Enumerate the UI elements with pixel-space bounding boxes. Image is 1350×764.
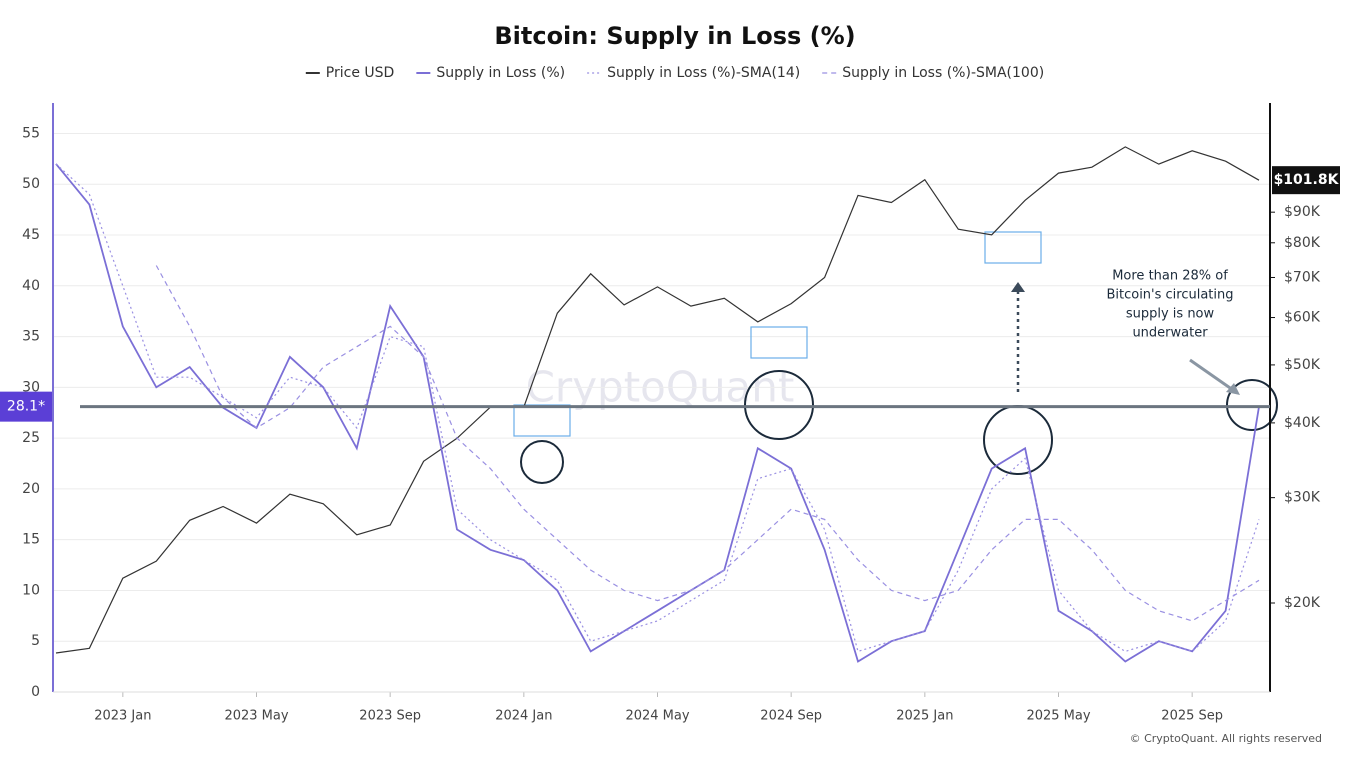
x-tick-label: 2025 May <box>1026 709 1090 724</box>
y-tick-label: 25 <box>22 430 40 446</box>
highlight-box <box>513 404 571 437</box>
y2-tick-label: $30K <box>1284 490 1321 506</box>
highlight-circle <box>1226 379 1278 431</box>
y2-tick-label: $80K <box>1284 235 1321 251</box>
series-line <box>55 146 1260 654</box>
highlight-circle <box>744 370 814 440</box>
series-line <box>55 163 1260 653</box>
x-tick-label: 2023 Jan <box>94 709 151 724</box>
reference-tag <box>0 391 52 422</box>
y-tick-label: 0 <box>31 684 40 700</box>
y-tick-label: 20 <box>22 481 40 497</box>
series-line <box>155 265 1260 622</box>
y2-tick-label: $60K <box>1284 310 1321 326</box>
annotation: supply is now <box>1126 307 1215 322</box>
highlights <box>513 231 1278 484</box>
y-tick-label: 45 <box>22 227 40 243</box>
highlight-circle <box>520 440 564 484</box>
price-tag <box>1272 166 1340 195</box>
x-tick-label: 2024 May <box>625 709 689 724</box>
y-tick-label: 50 <box>22 176 40 192</box>
x-tick-label: 2023 May <box>224 709 288 724</box>
y2-tick-label: $50K <box>1284 357 1321 373</box>
y-tick-label: 10 <box>22 582 40 598</box>
y2-tick-label: $90K <box>1284 204 1321 220</box>
y-tick-label: 30 <box>22 379 40 395</box>
y-tick-label: 55 <box>22 125 40 141</box>
highlight-circle <box>983 405 1053 475</box>
reference-label: 28.1* <box>7 399 45 415</box>
legend-label: Supply in Loss (%)-SMA(100) <box>842 65 1044 81</box>
annotation: underwater <box>1132 326 1208 341</box>
x-tick-label: 2024 Sep <box>760 709 822 724</box>
y-tick-label: 40 <box>22 278 40 294</box>
chart-title: Bitcoin: Supply in Loss (%) <box>494 22 855 50</box>
legend-label: Price USD <box>326 65 395 81</box>
series-line <box>55 163 1260 663</box>
price-tag-label: $101.8K <box>1274 172 1340 188</box>
legend-label: Supply in Loss (%)-SMA(14) <box>607 65 800 81</box>
annotation: Bitcoin's circulating <box>1106 288 1233 303</box>
x-tick-label: 2023 Sep <box>359 709 421 724</box>
arrow-head <box>1226 383 1240 395</box>
y-tick-label: 15 <box>22 532 40 548</box>
y-tick-label: 5 <box>31 633 40 649</box>
highlight-box <box>750 326 808 359</box>
legend: Price USD Supply in Loss (%) Supply in Los… <box>305 65 1044 81</box>
annotation: More than 28% of <box>1112 269 1228 284</box>
highlight-box <box>984 231 1042 264</box>
arrow <box>1189 358 1234 392</box>
y2-tick-label: $20K <box>1284 595 1321 611</box>
y-tick-label: 35 <box>22 329 40 345</box>
y2-tick-label: $70K <box>1284 269 1321 285</box>
arrow-head <box>1011 282 1025 292</box>
y2-tick-label: $40K <box>1284 415 1321 431</box>
x-tick-label: 2024 Jan <box>495 709 552 724</box>
footer: © CryptoQuant. All rights reserved <box>1130 732 1322 745</box>
x-tick-label: 2025 Sep <box>1161 709 1223 724</box>
x-tick-label: 2025 Jan <box>896 709 953 724</box>
legend-label: Supply in Loss (%) <box>436 65 565 81</box>
